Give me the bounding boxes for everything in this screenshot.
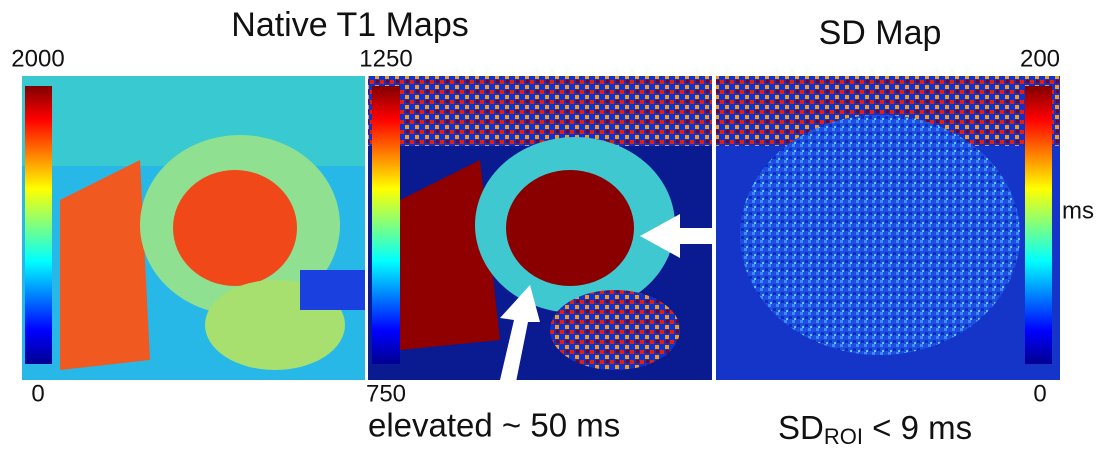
panel-title: SD Map — [819, 14, 942, 52]
sd-subscript: ROI — [824, 424, 863, 449]
annotation: elevated ~ 50 ms — [368, 407, 620, 444]
colorbar — [372, 86, 400, 364]
colorbar — [25, 86, 52, 364]
colorbar-min: 750 — [366, 380, 406, 407]
colorbar-max: 200 — [1020, 45, 1060, 72]
colorbar-max: 1250 — [359, 45, 412, 72]
sd-map — [716, 76, 1060, 380]
colorbar — [1025, 86, 1052, 364]
annotation: SDROI < 9 ms — [778, 409, 972, 449]
colorbar-unit: ms — [1062, 197, 1094, 224]
colorbar-min: 0 — [1033, 380, 1046, 407]
sd-base: SD — [778, 409, 824, 446]
panel-title: Native T1 Maps — [231, 6, 468, 44]
colorbar-max: 2000 — [11, 45, 64, 72]
sd-rest: < 9 ms — [863, 409, 972, 446]
figure: Native T1 Maps SD Map 2000 0 1250 750 20… — [0, 0, 1116, 452]
t1-map-full — [22, 76, 365, 380]
colorbar-min: 0 — [31, 380, 44, 407]
